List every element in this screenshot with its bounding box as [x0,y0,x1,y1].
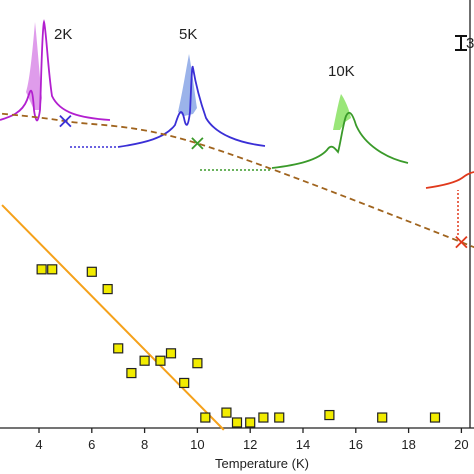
data-point [139,355,150,366]
inset-2k-label: 2K [54,26,72,43]
data-point [200,412,211,423]
dashed-curve [1,112,474,249]
data-point [377,412,388,423]
inset-2k-curve [0,19,111,122]
cross-layer [59,114,468,249]
inset-5k-fill [178,54,197,116]
inset-10k-label: 10K [328,63,355,80]
x-tick-label: 8 [141,437,148,452]
x-tick-label: 4 [35,437,42,452]
cross-marker [191,137,204,150]
data-point [429,412,441,423]
x-axis-title: Temperature (K) [215,456,309,471]
inset-10k-curve [271,111,409,169]
x-tick-label: 10 [190,437,204,452]
data-point [192,358,203,369]
inset-2k: 2K [0,19,111,122]
inset-5k-curve [117,65,266,148]
inset-5k: 5K [117,26,266,148]
inset-10k-fill [333,94,351,130]
x-tick-label: 18 [401,437,415,452]
data-point [258,412,269,423]
data-point [221,407,232,418]
x-tick-labels: 4 6 8 10 12 14 16 18 20 [35,437,468,452]
fit-line [1,204,225,431]
x-tick-label: 12 [243,437,257,452]
x-tick-label: 6 [88,437,95,452]
x-tick-label: 20 [454,437,468,452]
scale-bar-label: 3 [466,35,474,52]
data-point [36,264,47,275]
data-point [155,355,166,366]
x-tick-label: 16 [349,437,363,452]
data-point [179,377,190,389]
data-point [47,264,58,275]
x-tick-label: 14 [296,437,310,452]
scale-bar: 3 [455,35,474,52]
x-ticks [38,428,463,433]
points-layer [36,264,441,428]
data-point [86,266,97,277]
data-point [274,412,285,423]
inset-20k [425,171,474,189]
data-point [231,417,243,428]
connector-lines [70,146,459,235]
data-point [113,343,124,354]
cross-marker [59,114,72,128]
inset-2k-fill [26,22,42,110]
data-point [102,283,113,295]
cross-marker [455,236,468,249]
inset-20k-curve [425,171,474,189]
data-point [324,409,335,421]
data-point [126,367,137,379]
data-point [165,348,177,359]
inset-10k: 10K [271,63,409,169]
data-point [245,417,256,428]
inset-5k-label: 5K [179,26,197,43]
